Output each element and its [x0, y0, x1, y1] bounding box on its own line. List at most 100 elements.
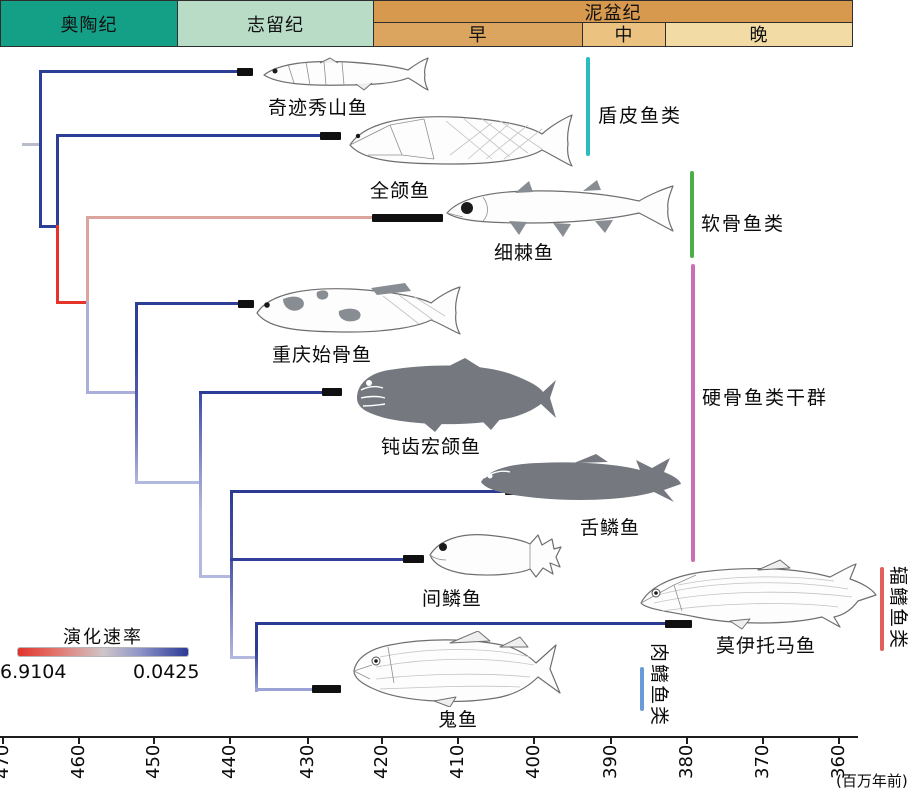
tip-branch-shelin [230, 490, 507, 493]
taxon-label: 间鳞鱼 [421, 588, 482, 610]
node-connector [230, 490, 233, 659]
clade-line-placoderms [586, 57, 590, 156]
clade-label-placoderms: 盾皮鱼类 [598, 105, 683, 127]
node-connector [86, 301, 89, 394]
clade-line-sarcopterygians [640, 667, 644, 711]
axis-tick [838, 737, 840, 744]
rate-min-value: 0.0425 [133, 661, 200, 683]
fossil-range-bar [665, 620, 692, 628]
axis-tick [533, 737, 535, 744]
fish-illustration-moyituoma [640, 559, 877, 630]
node-connector [135, 302, 138, 484]
taxon-label: 莫伊托马鱼 [715, 635, 816, 657]
tip-branch-jianlin [230, 558, 404, 561]
axis-tick [153, 737, 155, 744]
taxon-label: 重庆始骨鱼 [271, 344, 372, 366]
period-silurian: 志留纪 [176, 0, 375, 47]
axis-tick-label: 420 [371, 744, 392, 779]
stage-late-devonian: 晚 [665, 21, 853, 47]
axis-tick-label: 380 [676, 744, 697, 779]
fish-illustration-xiushanyu [263, 57, 429, 91]
period-label: 奥陶纪 [60, 14, 118, 36]
tip-branch-moyituoma [255, 622, 666, 625]
fossil-range-bar [237, 68, 253, 76]
node-connector [39, 70, 42, 228]
fossil-range-bar [320, 132, 341, 140]
internal-branch-fast-rate [56, 301, 89, 304]
axis-tick [762, 737, 764, 744]
fish-illustration-quanhe [349, 114, 573, 167]
internal-branch [135, 481, 202, 484]
fish-illustration-jianlin [429, 534, 562, 578]
axis-tick-label: 390 [600, 744, 621, 779]
root-branch [22, 143, 40, 146]
stage-middle-devonian: 中 [581, 21, 667, 47]
internal-branch [230, 656, 258, 659]
axis-unit-label: (百万年前) [836, 772, 908, 790]
axis-line [0, 736, 858, 738]
stage-label: 晚 [749, 25, 769, 47]
taxon-label: 细棘鱼 [493, 242, 554, 264]
taxon-label: 钝齿宏颌鱼 [380, 436, 481, 458]
stage-label: 中 [614, 25, 634, 47]
taxon-label: 全颌鱼 [369, 180, 430, 202]
fossil-range-bar [312, 685, 341, 693]
rate-max-value: 6.9104 [0, 661, 67, 683]
axis-tick-label: 410 [447, 744, 468, 779]
axis-tick [2, 737, 4, 744]
node-connector [199, 391, 202, 578]
period-label: 志留纪 [247, 14, 304, 36]
tip-branch-xiushanyu [39, 70, 237, 73]
tip-branch-dunchi [199, 391, 323, 394]
tip-branch-xiji [86, 216, 372, 219]
internal-branch [39, 225, 59, 228]
axis-tick-label: 430 [297, 744, 318, 779]
clade-label-stem-osteichthyans: 硬骨鱼类干群 [702, 387, 829, 409]
fish-illustration-chongqing [256, 283, 461, 335]
taxon-label: 鬼鱼 [437, 709, 478, 731]
node-connector [86, 216, 89, 304]
clade-line-stem-osteichthyans [691, 264, 695, 562]
clade-line-actinopterygians [880, 567, 884, 651]
axis-tick [610, 737, 612, 744]
fossil-range-bar [238, 300, 254, 308]
axis-tick-label: 370 [752, 744, 773, 779]
fossil-range-bar [322, 388, 342, 396]
axis-tick-label: 440 [219, 744, 240, 779]
fossil-range-bar [372, 214, 443, 222]
axis-tick-label: 450 [143, 744, 164, 779]
period-ordovician: 奥陶纪 [0, 0, 178, 47]
fish-illustration-shelin [481, 454, 681, 502]
fish-illustration-guiyu [353, 631, 561, 707]
axis-tick [78, 737, 80, 744]
node-connector-fast-rate [56, 225, 59, 304]
rate-legend-title: 演化速率 [63, 627, 143, 648]
axis-tick [307, 737, 309, 744]
fish-illustration-dunchi [357, 358, 556, 432]
taxon-label: 奇迹秀山鱼 [267, 97, 368, 119]
axis-tick-label: 460 [68, 744, 89, 779]
stage-label: 早 [468, 25, 488, 47]
internal-branch [86, 391, 138, 394]
rate-gradient-bar [18, 648, 188, 656]
taxon-label: 舌鳞鱼 [579, 517, 640, 539]
clade-label-chondrichthyans: 软骨鱼类 [701, 213, 786, 235]
tip-branch-guiyu [255, 688, 313, 691]
period-label: 泥盆纪 [584, 2, 642, 24]
node-connector [56, 135, 59, 227]
fossil-range-bar [403, 555, 424, 563]
period-devonian-header: 泥盆纪 [373, 0, 853, 24]
axis-tick-label: 470 [0, 744, 13, 779]
axis-tick-label: 400 [523, 744, 544, 779]
axis-tick [686, 737, 688, 744]
clade-label-actinopterygians: 辐鳍鱼类 [887, 566, 909, 651]
stage-early-devonian: 早 [373, 21, 583, 47]
axis-tick [229, 737, 231, 744]
tip-branch-chongqing [135, 302, 238, 305]
clade-line-chondrichthyans [690, 171, 694, 258]
internal-branch [199, 575, 233, 578]
axis-tick [457, 737, 459, 744]
clade-label-sarcopterygians: 肉鳍鱼类 [648, 643, 670, 728]
tip-branch-quanhe [56, 134, 320, 137]
